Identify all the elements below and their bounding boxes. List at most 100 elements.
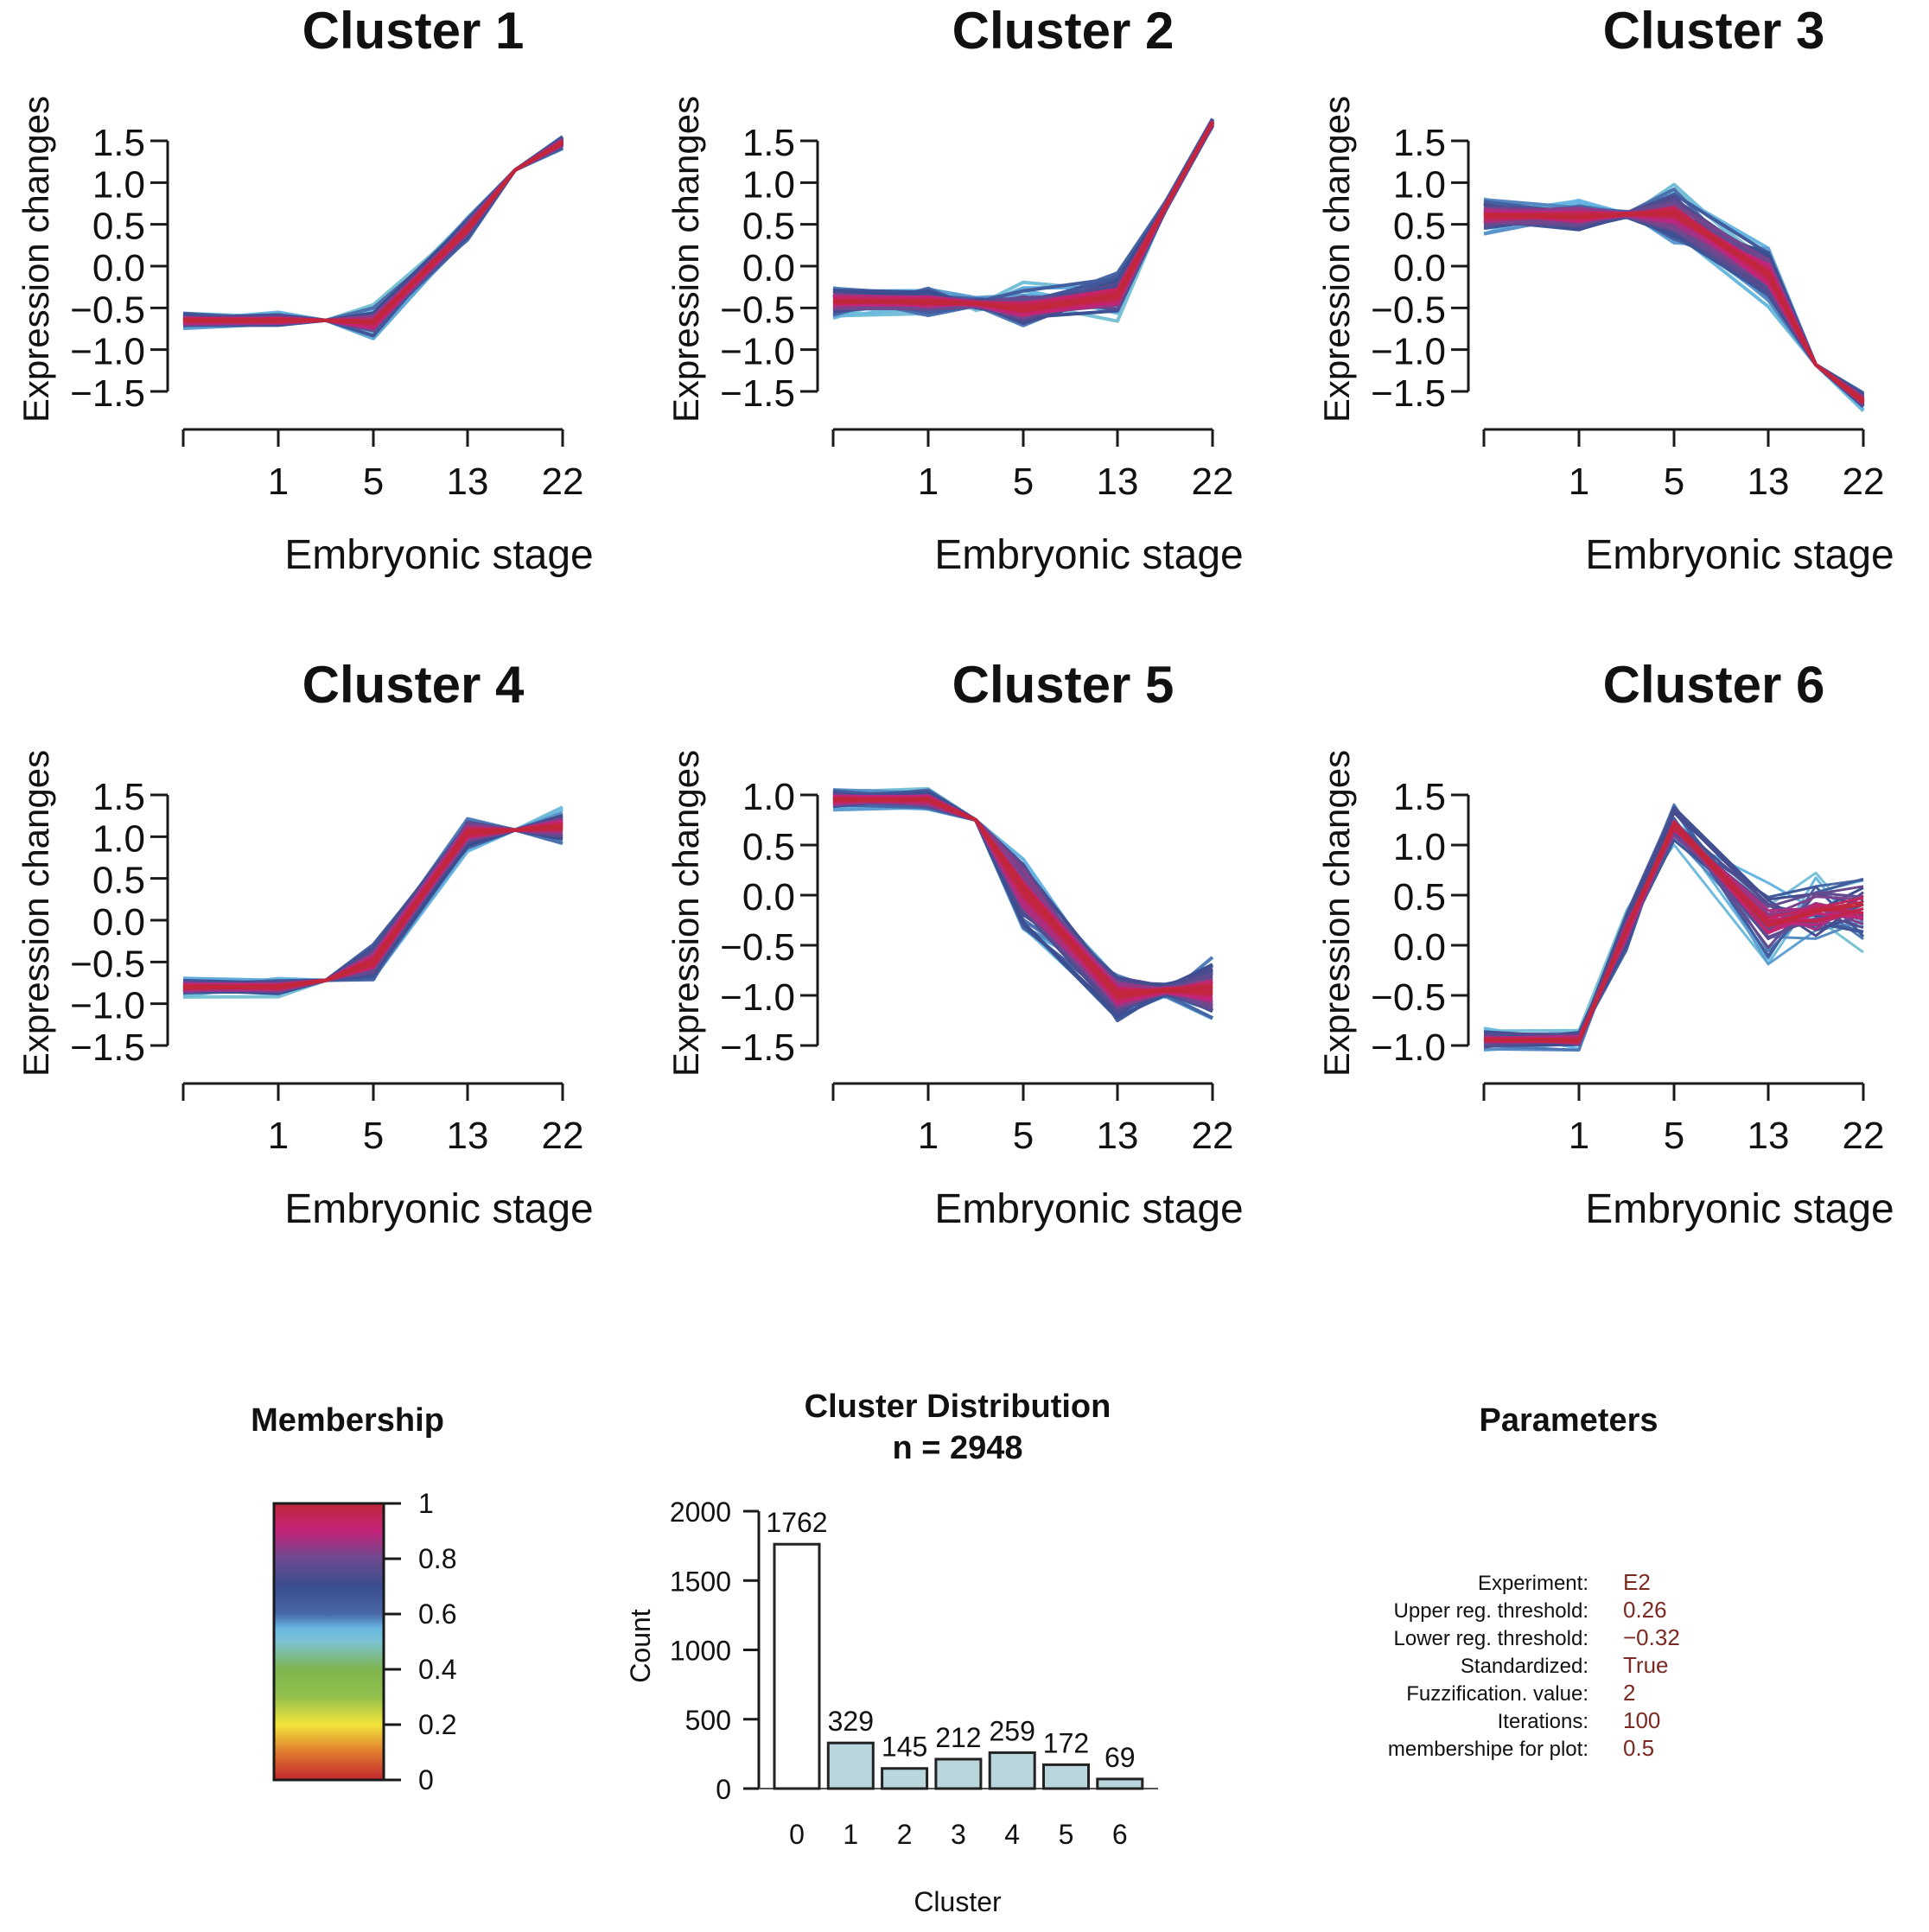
trajectory-line (1483, 820, 1864, 1044)
legend-title: Membership (251, 1402, 444, 1439)
trajectory-line (182, 143, 563, 328)
x-tick-label: 22 (1843, 461, 1885, 503)
trajectory-line (182, 143, 563, 323)
colorbar-tick-label: 0 (418, 1764, 434, 1795)
y-tick-label: −0.5 (1371, 289, 1446, 331)
parameter-label: Iterations: (1498, 1710, 1588, 1733)
trajectory-line (832, 118, 1214, 308)
bar-x-tick-label: 5 (1059, 1819, 1074, 1850)
x-tick-label: 22 (1843, 1115, 1885, 1157)
x-tick-label: 1 (268, 1115, 289, 1157)
trajectory-line (832, 121, 1214, 304)
bar-x-tick-label: 3 (951, 1819, 966, 1850)
bar-y-tick-label: 0 (716, 1774, 731, 1805)
y-tick-label: −1.0 (70, 985, 145, 1027)
y-axis-label: Expression changes (1316, 96, 1357, 423)
trajectory-line (182, 141, 564, 325)
trajectory-line (182, 140, 564, 327)
trajectory-line (1483, 823, 1864, 1042)
trajectory-line (832, 796, 1213, 999)
trajectory-line (182, 143, 563, 327)
trajectory-line (1483, 210, 1865, 404)
bar-chart-title: Cluster Distribution (805, 1389, 1111, 1425)
trajectory-line (182, 135, 564, 322)
trajectory-line (832, 121, 1214, 313)
bar-x-axis-label: Cluster (914, 1886, 1002, 1917)
y-tick-label: −0.5 (70, 943, 145, 985)
parameter-value: 2 (1623, 1680, 1635, 1706)
trajectory-line (182, 136, 564, 327)
panel-title: Cluster 3 (1603, 2, 1825, 60)
y-tick-label: 1.0 (92, 817, 145, 860)
trajectory-line (1483, 834, 1864, 1045)
trajectory-line (182, 146, 563, 326)
trajectory-line (182, 141, 563, 323)
trajectory-line (1483, 824, 1864, 1042)
trajectory-line (832, 121, 1214, 307)
trajectory-line (182, 142, 563, 325)
trajectory-line (182, 146, 563, 322)
parameter-value: 0.26 (1623, 1597, 1667, 1623)
trajectory-line (182, 142, 563, 322)
trajectory-line (182, 145, 563, 322)
x-tick-label: 13 (1748, 461, 1790, 503)
trajectory-line (182, 141, 563, 322)
x-tick-label: 13 (447, 1115, 489, 1157)
x-tick-label: 13 (447, 461, 489, 503)
y-tick-label: −1.5 (1371, 372, 1446, 415)
panel-title: Cluster 6 (1603, 656, 1825, 714)
y-tick-label: 0.0 (92, 247, 145, 289)
y-tick-label: 0.5 (742, 826, 795, 868)
trajectory-line (1483, 820, 1864, 1036)
y-tick-label: 0.0 (92, 901, 145, 944)
y-tick-label: 1.5 (1393, 776, 1446, 818)
trajectory-line (182, 140, 564, 326)
trajectory-line (182, 142, 563, 329)
trajectory-line (1483, 823, 1864, 1044)
bar-cluster-4 (988, 1751, 1036, 1790)
parameter-value: −0.32 (1623, 1624, 1680, 1650)
bar-chart-subtitle: n = 2948 (892, 1430, 1022, 1466)
trajectory-line (182, 141, 563, 324)
x-tick-label: 22 (542, 1115, 584, 1157)
trajectory-line (182, 138, 564, 327)
bar-x-tick-label: 6 (1112, 1819, 1128, 1850)
trajectory-line (182, 143, 563, 327)
trajectory-line (182, 140, 564, 326)
trajectory-line (1483, 843, 1864, 1045)
trajectory-line (1483, 827, 1864, 1039)
x-tick-label: 13 (1748, 1115, 1790, 1157)
x-axis-label: Embryonic stage (934, 532, 1244, 578)
trajectory-line (182, 140, 564, 325)
cluster-panel-6: Cluster 6 1.5 1.0 0.5 0.0 −0.5 −1.0 Expression … (1316, 656, 1894, 1232)
trajectory-line (1483, 836, 1864, 1052)
y-tick-label: −1.5 (70, 372, 145, 415)
y-axis-label: Expression changes (665, 96, 706, 423)
x-tick-label: 1 (918, 1115, 939, 1157)
trajectory-line (182, 143, 563, 330)
y-tick-label: −1.5 (70, 1026, 145, 1069)
x-axis-label: Embryonic stage (284, 532, 594, 578)
trajectory-line (182, 140, 564, 325)
bar-cluster-1 (826, 1741, 875, 1790)
x-tick-label: 1 (1569, 1115, 1589, 1157)
trajectory-line (182, 138, 564, 324)
y-tick-label: 1.5 (92, 122, 145, 164)
colorbar-tick-label: 0.8 (418, 1543, 456, 1574)
trajectory-line (182, 135, 564, 329)
trajectory-line (182, 139, 564, 323)
bar-value-label: 329 (828, 1706, 874, 1737)
cluster-panel-3: Cluster 3 1.51.00.50.0−0.5−1.0−1.5 Express… (1316, 2, 1894, 578)
x-tick-label: 5 (1013, 461, 1034, 503)
parameter-value: 100 (1623, 1707, 1660, 1733)
bar-value-label: 259 (990, 1715, 1035, 1746)
trajectory-line (182, 139, 564, 328)
x-axis-label: Embryonic stage (1585, 532, 1894, 578)
trajectory-line (182, 141, 563, 323)
trajectory-line (182, 139, 564, 323)
bar-cluster-6 (1096, 1777, 1144, 1790)
trajectory-line (182, 141, 564, 326)
y-axis-label: Expression changes (665, 750, 706, 1077)
